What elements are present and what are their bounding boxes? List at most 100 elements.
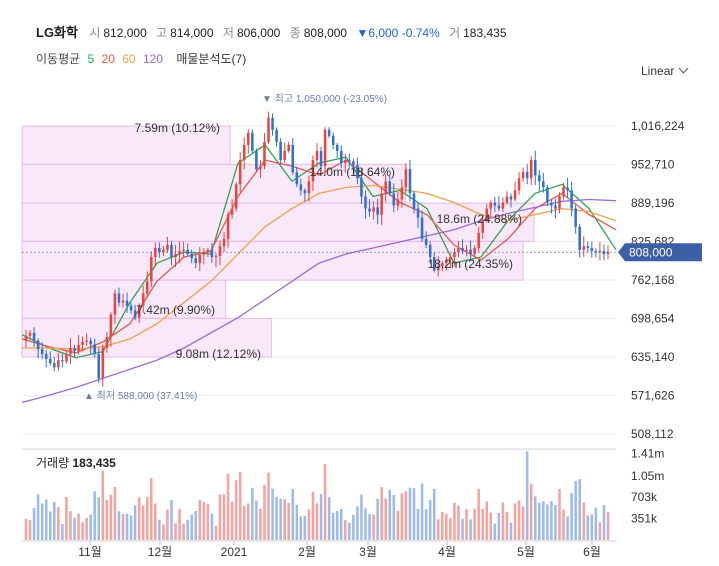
volume-bar [533, 496, 537, 540]
volume-bar [97, 497, 101, 540]
candle-body [117, 293, 121, 303]
candle-body [210, 249, 214, 258]
volume-bar [428, 499, 432, 540]
volume-bar [190, 514, 193, 540]
volume-bar [69, 511, 72, 540]
volume-bar [554, 504, 557, 540]
volume-bar [93, 491, 96, 540]
volume-bar [291, 488, 295, 540]
volume-bar [113, 487, 117, 540]
volume-profile-label: 14.0m (18.64%) [310, 165, 395, 179]
y-tick-label: 1,016,224 [631, 119, 685, 133]
volume-bar [590, 514, 594, 540]
volume-profile-toggle[interactable]: 매물분석도(7) [176, 52, 247, 66]
candle-body [400, 187, 404, 200]
volume-bar [408, 487, 412, 540]
volume-bar [489, 512, 493, 540]
x-tick-label: 11월 [78, 545, 102, 559]
volume-bar [315, 503, 319, 540]
candle-body [271, 117, 274, 130]
candle-body [344, 160, 347, 164]
candle-body [279, 141, 282, 161]
y-tick-label: 508,112 [631, 427, 674, 441]
candle-body [263, 141, 266, 167]
candle-body [69, 347, 72, 355]
candle-body [606, 252, 610, 255]
volume-bar [574, 481, 577, 540]
candle-body [307, 181, 311, 194]
volume-bar [48, 511, 52, 540]
volume-bar [509, 522, 513, 540]
candle-body [319, 150, 323, 167]
volume-bar [275, 496, 278, 540]
candle-body [158, 247, 161, 253]
volume-bar [392, 495, 396, 540]
close-value: 808,000 [303, 26, 348, 40]
volume-bar [206, 504, 210, 540]
candle-body [251, 132, 254, 151]
volume-bar [493, 523, 497, 540]
volume-bar [198, 500, 202, 540]
volume-bar [251, 487, 254, 540]
volume-bar [214, 525, 218, 540]
candle-body [65, 354, 68, 362]
max-price-annotation: ▼ 최고 1,050,000 (-23.05%) [262, 93, 387, 105]
volume-bar [307, 509, 311, 540]
volume-bar [505, 511, 509, 540]
candle-body [550, 202, 553, 206]
candle-body [360, 178, 363, 197]
open-label: 시 [89, 26, 101, 40]
candle-body [255, 150, 258, 170]
volume-bar [85, 517, 88, 540]
candle-body [436, 266, 440, 271]
volume-bar [566, 516, 569, 540]
moving-average-legend[interactable]: 이동평균 5 20 60 120 매물분석도(7) [36, 50, 250, 67]
volume-bar [271, 488, 274, 540]
candle-body [453, 252, 456, 258]
ma-120-line [21, 198, 617, 404]
candle-body [166, 244, 169, 250]
candle-body [408, 169, 412, 194]
open-value: 812,000 [103, 26, 147, 40]
candle-body [315, 150, 319, 161]
candle-body [283, 150, 286, 161]
volume-chart-value: 183,435 [72, 456, 116, 470]
volume-bar [303, 515, 307, 540]
volume-bar [521, 506, 525, 540]
scale-selector[interactable]: Linear [641, 63, 689, 78]
change-value: ▼6,000 -0.74% [356, 26, 440, 40]
volume-bar [61, 524, 64, 540]
candle-body [194, 258, 198, 264]
volume-bar [210, 513, 214, 540]
volume-bar [473, 508, 476, 540]
candle-body [129, 305, 133, 311]
candle-body [170, 244, 173, 258]
candle-body [303, 190, 307, 194]
volume-profile-bar [21, 279, 227, 319]
volume-bar [65, 496, 68, 540]
volume-bar [234, 480, 238, 540]
candle-body [105, 337, 109, 348]
candle-body [582, 246, 586, 250]
candle-body [469, 249, 472, 255]
volume-bar [453, 502, 456, 540]
min-price-annotation: ▲ 최저 588,000 (37.41%) [84, 390, 197, 402]
candle-body [113, 293, 117, 315]
volume-bar [295, 504, 299, 540]
volume-bar [461, 518, 464, 540]
y-tick-label: 889,196 [631, 196, 675, 210]
volume-bar [331, 512, 335, 540]
candle-body [61, 360, 64, 362]
candle-body [586, 246, 590, 248]
volume-bar [485, 501, 489, 540]
candle-body [198, 254, 202, 264]
ma-120-label: 120 [142, 52, 163, 66]
volume-bar [594, 507, 598, 540]
volume-bar [477, 488, 480, 540]
candle-body [546, 187, 549, 203]
candle-body [57, 360, 60, 368]
candle-body [578, 226, 581, 250]
candle-body [364, 196, 367, 209]
last-price-label: 808,000 [629, 246, 673, 260]
